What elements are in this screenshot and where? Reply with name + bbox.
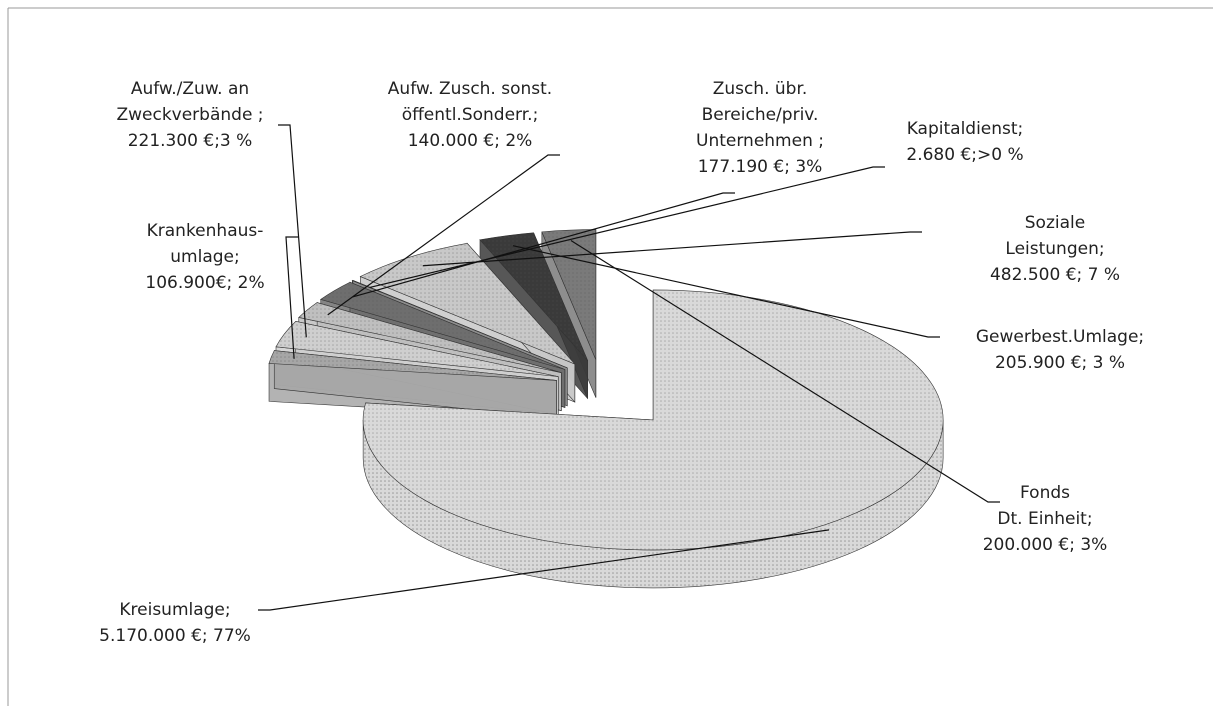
leader-line xyxy=(570,240,1000,503)
slice-label: Krankenhaus- umlage; xyxy=(146,221,264,267)
leader-line xyxy=(369,166,885,289)
slice-texture xyxy=(479,232,588,361)
slice-texture xyxy=(275,321,559,377)
slice-value-label: 140.000 €; 2% xyxy=(407,131,533,151)
slice-value-label: 2.680 €;>0 % xyxy=(906,145,1024,165)
slice-label: Soziale Leistungen; xyxy=(1005,213,1105,259)
slice-value-label: 205.900 €; 3 % xyxy=(994,353,1126,373)
slice-value-label: 482.500 €; 7 % xyxy=(989,265,1121,285)
slice-texture xyxy=(320,282,565,370)
leader-line xyxy=(285,236,298,359)
slice-label: Zusch. übr. Bereiche/priv. Unternehmen ; xyxy=(696,79,824,151)
slice-texture xyxy=(298,302,562,373)
slice-label: Fonds Dt. Einheit; xyxy=(997,483,1093,529)
slice-label: Kapitaldienst; xyxy=(906,119,1024,139)
slice-label: Gewerbest.Umlage; xyxy=(975,327,1145,347)
slice-value-label: 106.900€; 2% xyxy=(145,273,265,293)
slice-side-texture xyxy=(363,419,944,588)
leader-line xyxy=(278,124,307,338)
leader-line xyxy=(258,529,830,611)
slice-value-label: 177.190 €; 3% xyxy=(697,157,823,177)
slice-texture xyxy=(269,350,557,381)
slice-texture xyxy=(360,243,575,365)
slice-value-label: 200.000 €; 3% xyxy=(982,535,1108,555)
slice-label: Kreisumlage; xyxy=(119,600,231,620)
slice-texture xyxy=(363,289,944,550)
leader-line xyxy=(327,154,560,316)
slice-texture xyxy=(352,280,568,368)
slice-texture xyxy=(541,229,596,360)
leader-line xyxy=(422,231,922,267)
slice-label: Aufw. Zusch. sonst. öffentl.Sonderr.; xyxy=(387,79,553,125)
slice-label: Aufw./Zuw. an Zweckverbände ; xyxy=(116,79,264,125)
slice-value-label: 221.300 €;3 % xyxy=(127,131,253,151)
slice-value-label: 5.170.000 €; 77% xyxy=(99,626,251,646)
leader-line xyxy=(512,245,940,338)
